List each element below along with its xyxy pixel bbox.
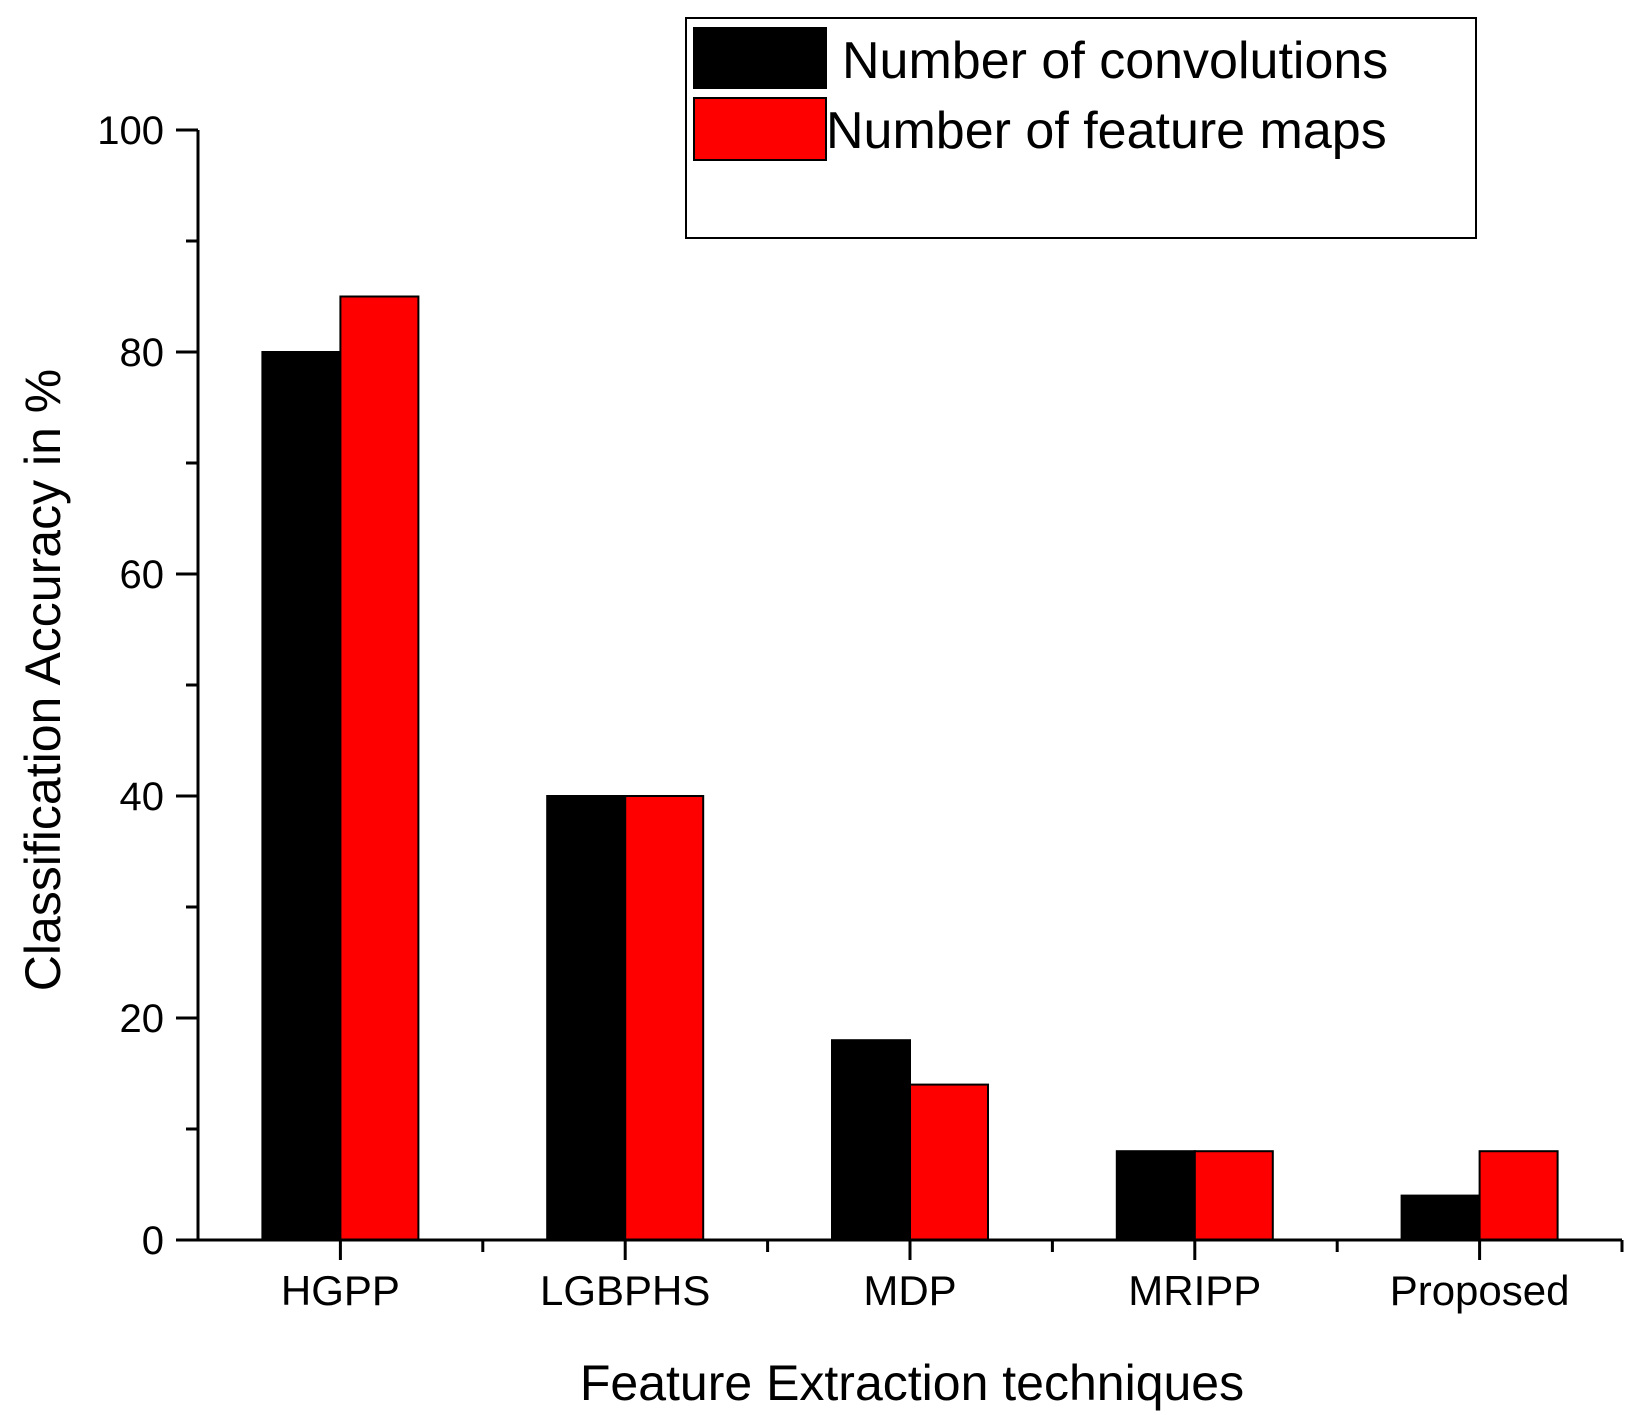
y-tick-label-100: 100 — [97, 109, 164, 153]
legend-swatch-feature-maps — [693, 97, 827, 161]
legend-label-feature-maps: Number of feature maps — [826, 102, 1387, 160]
y-tick-label-60: 60 — [120, 553, 165, 597]
y-ticks-group: 0 20 40 60 80 100 — [97, 109, 198, 1263]
x-tick-label-proposed: Proposed — [1390, 1267, 1570, 1314]
bar-proposed-feature-maps — [1478, 1150, 1559, 1241]
x-tick-label-lgbphs: LGBPHS — [540, 1267, 710, 1314]
legend-label-convolutions: Number of convolutions — [842, 32, 1388, 90]
x-tick-label-mdp: MDP — [863, 1267, 956, 1314]
bar-proposed-convolutions — [1400, 1194, 1481, 1241]
bar-lgbphs-feature-maps — [624, 795, 705, 1241]
y-tick-label-80: 80 — [120, 331, 165, 375]
bar-mdp-feature-maps — [909, 1083, 989, 1241]
y-tick-label-40: 40 — [120, 775, 165, 819]
x-tick-label-mripp: MRIPP — [1128, 1267, 1261, 1314]
bar-hgpp-feature-maps — [339, 295, 420, 1241]
x-axis-title: Feature Extraction techniques — [580, 1355, 1244, 1411]
bar-lgbphs-convolutions — [546, 795, 627, 1241]
bar-mripp-feature-maps — [1193, 1150, 1274, 1241]
x-tick-label-hgpp: HGPP — [281, 1267, 400, 1314]
x-ticks-group: HGPP LGBPHS MDP MRIPP Proposed — [281, 1240, 1624, 1314]
bar-hgpp-convolutions — [261, 351, 342, 1241]
legend: Number of convolutions Number of feature… — [685, 17, 1477, 239]
bar-mripp-convolutions — [1115, 1150, 1196, 1241]
y-tick-label-0: 0 — [142, 1219, 164, 1263]
bar-mdp-convolutions — [831, 1039, 911, 1241]
y-axis-title: Classification Accuracy in % — [15, 369, 71, 991]
legend-swatch-convolutions — [693, 27, 827, 89]
y-tick-label-20: 20 — [120, 997, 165, 1041]
bars-group — [261, 295, 1559, 1241]
